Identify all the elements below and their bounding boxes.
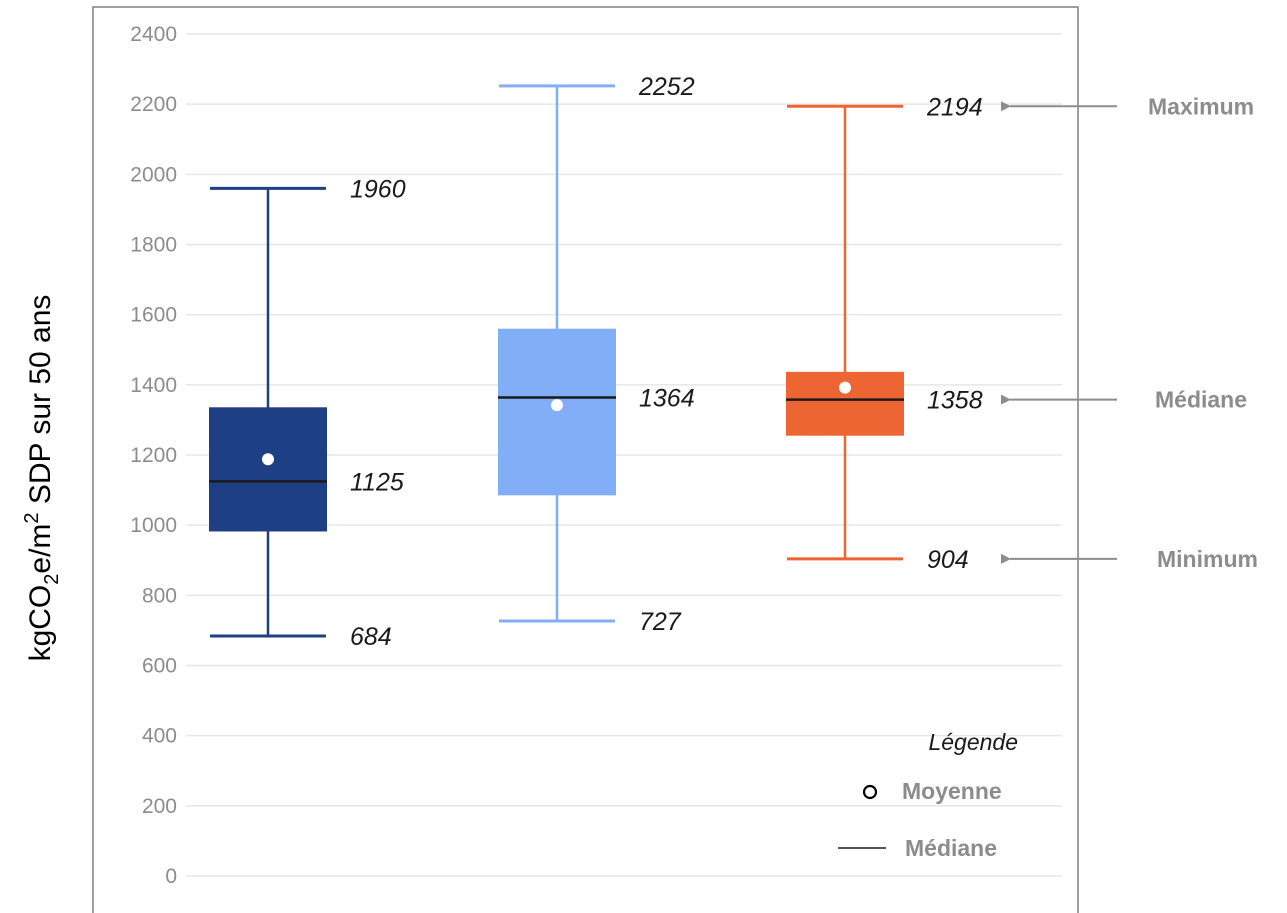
mean-marker <box>551 399 563 412</box>
min-value-label: 904 <box>927 546 969 574</box>
mean-marker <box>262 453 274 466</box>
legend-mean-marker <box>862 784 878 800</box>
box-group: 1960 1125 684 <box>209 175 406 651</box>
min-value-label: 727 <box>639 608 682 636</box>
box-group: 2252 1364 727 <box>498 73 695 636</box>
max-value-label: 2194 <box>926 93 983 121</box>
box-group: 2194 1358 904 <box>786 93 983 574</box>
y-tick-label: 2000 <box>130 163 177 186</box>
y-tick-label: 800 <box>142 584 177 607</box>
y-tick-label: 1000 <box>130 514 177 537</box>
y-axis-label: kgCO2e/m2 SDP sur 50 ans <box>21 295 63 662</box>
y-label-superscript: 2 <box>21 512 43 523</box>
legend: Légende Moyenne Médiane <box>838 729 1018 861</box>
legend-title: Légende <box>928 729 1018 755</box>
iqr-box <box>209 407 327 532</box>
minimum-annotation: Minimum <box>1157 546 1258 572</box>
y-label-main: kgCO <box>24 585 57 662</box>
y-tick-label: 200 <box>142 795 177 818</box>
y-tick-label: 400 <box>142 725 177 748</box>
y-tick-label: 2200 <box>130 93 177 116</box>
y-tick-label: 600 <box>142 655 177 678</box>
mean-marker <box>839 381 851 394</box>
gridlines <box>186 33 1062 877</box>
y-label-tail: SDP sur 50 ans <box>24 295 57 513</box>
max-value-label: 2252 <box>638 73 695 101</box>
maximum-annotation: Maximum <box>1148 93 1254 119</box>
min-value-label: 684 <box>350 623 392 651</box>
median-value-label: 1358 <box>927 387 983 415</box>
y-tick-label: 0 <box>165 865 177 888</box>
iqr-box <box>498 328 616 496</box>
y-label-subscript: 2 <box>41 574 63 585</box>
y-tick-label: 1600 <box>130 304 177 327</box>
iqr-box <box>786 371 904 436</box>
median-value-label: 1364 <box>639 384 695 412</box>
legend-median-label: Médiane <box>905 835 997 861</box>
max-value-label: 1960 <box>350 175 406 203</box>
annotations: Maximum Médiane Minimum <box>1001 93 1258 572</box>
boxes: 1960 1125 684 2252 1364 727 2194 1358 904 <box>209 73 983 651</box>
median-annotation: Médiane <box>1155 387 1247 413</box>
y-tick-label: 2400 <box>130 23 177 46</box>
y-tick-label: 1400 <box>130 374 177 397</box>
y-tick-label: 1800 <box>130 234 177 257</box>
legend-mean-label: Moyenne <box>902 778 1002 804</box>
plot-frame <box>92 6 1079 913</box>
y-axis-ticks: 0 200 400 600 800 1000 1200 1400 1600 1800 2000 220… <box>130 23 177 888</box>
y-tick-label: 1200 <box>130 444 177 467</box>
y-label-mid: e/m <box>24 524 57 574</box>
median-value-label: 1125 <box>350 468 404 496</box>
